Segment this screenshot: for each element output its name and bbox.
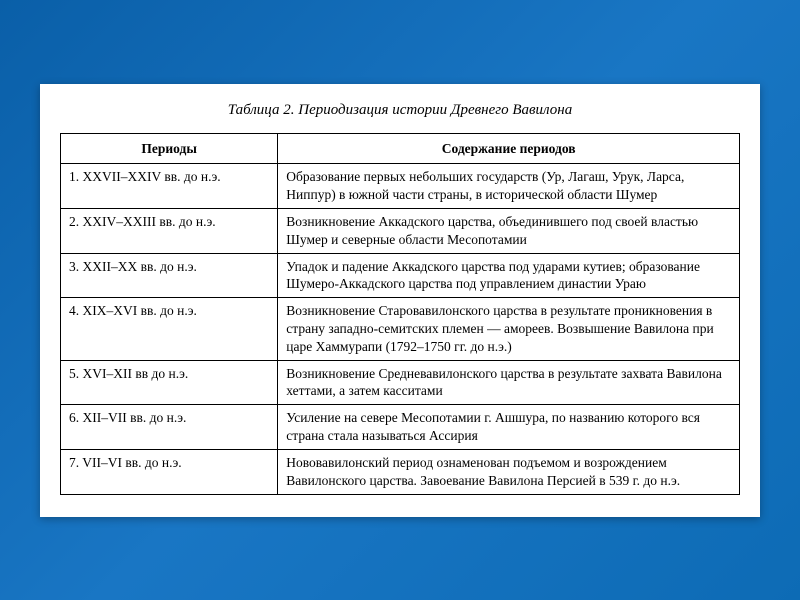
period-cell: 2. XXIV–XXIII вв. до н.э.	[61, 208, 278, 253]
table-row: 2. XXIV–XXIII вв. до н.э. Возникновение …	[61, 208, 740, 253]
table-header-row: Периоды Содержание периодов	[61, 133, 740, 164]
periodization-table: Периоды Содержание периодов 1. XXVII–XXI…	[60, 133, 740, 495]
header-periods: Периоды	[61, 133, 278, 164]
period-cell: 5. XVI–XII вв до н.э.	[61, 360, 278, 405]
content-cell: Образование первых небольших государств …	[278, 164, 740, 209]
period-cell: 7. VII–VI вв. до н.э.	[61, 449, 278, 494]
document-page: Таблица 2. Периодизация истории Древнего…	[40, 84, 760, 517]
period-cell: 1. XXVII–XXIV вв. до н.э.	[61, 164, 278, 209]
table-row: 5. XVI–XII вв до н.э. Возникновение Сред…	[61, 360, 740, 405]
table-row: 7. VII–VI вв. до н.э. Нововавилонский пе…	[61, 449, 740, 494]
period-cell: 4. XIX–XVI вв. до н.э.	[61, 298, 278, 360]
content-cell: Возникновение Старовавилонского царства …	[278, 298, 740, 360]
table-row: 4. XIX–XVI вв. до н.э. Возникновение Ста…	[61, 298, 740, 360]
content-cell: Упадок и падение Аккадского царства под …	[278, 253, 740, 298]
table-row: 6. XII–VII вв. до н.э. Усиление на север…	[61, 405, 740, 450]
table-row: 3. XXII–XX вв. до н.э. Упадок и падение …	[61, 253, 740, 298]
period-cell: 6. XII–VII вв. до н.э.	[61, 405, 278, 450]
content-cell: Возникновение Аккадского царства, объеди…	[278, 208, 740, 253]
content-cell: Усиление на севере Месопотамии г. Ашшура…	[278, 405, 740, 450]
period-cell: 3. XXII–XX вв. до н.э.	[61, 253, 278, 298]
header-content: Содержание периодов	[278, 133, 740, 164]
content-cell: Нововавилонский период ознаменован подъе…	[278, 449, 740, 494]
content-cell: Возникновение Средневавилонского царства…	[278, 360, 740, 405]
table-row: 1. XXVII–XXIV вв. до н.э. Образование пе…	[61, 164, 740, 209]
table-title: Таблица 2. Периодизация истории Древнего…	[60, 102, 740, 119]
